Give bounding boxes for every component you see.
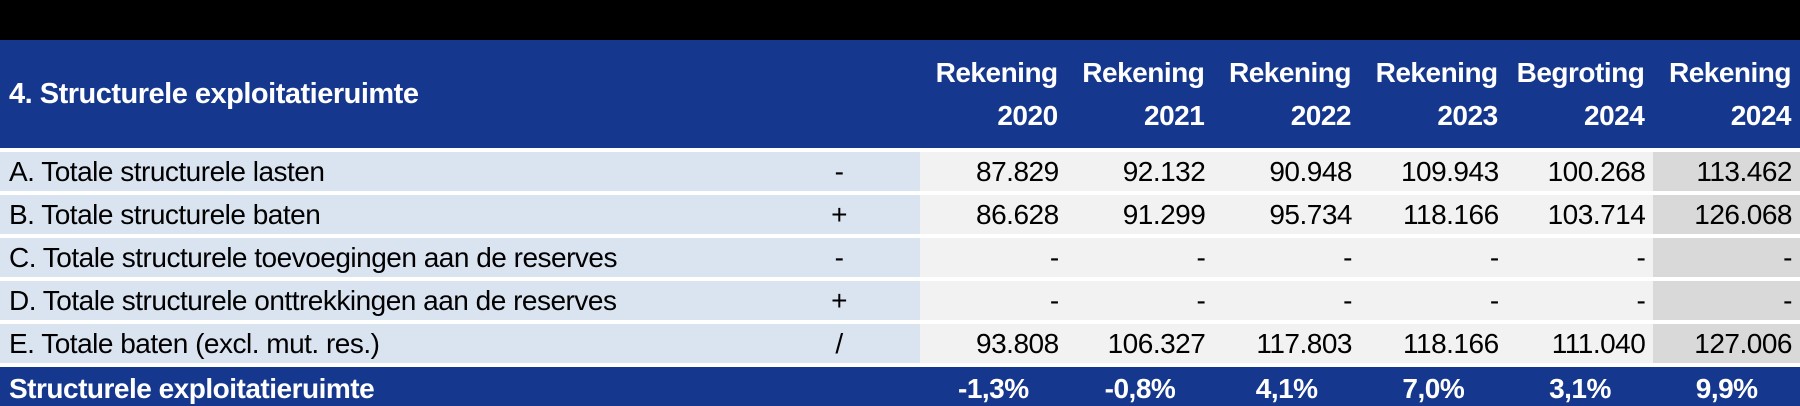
column-header-2021: Rekening 2021 <box>1067 40 1214 148</box>
cell-value: - <box>1653 238 1800 277</box>
header-year: 2023 <box>1437 99 1498 131</box>
footer-value: -1,3% <box>958 372 1029 404</box>
footer-value: 7,0% <box>1402 372 1465 404</box>
table-row-d: D. Totale structurele onttrekkingen aan … <box>0 281 1800 320</box>
cell-value: 113.462 <box>1653 152 1800 191</box>
cell-value: - <box>1506 238 1654 277</box>
cell-value: 90.948 <box>1213 152 1360 191</box>
row-operator: / <box>758 324 920 363</box>
cell-value: 103.714 <box>1506 195 1654 234</box>
column-header-2020: Rekening 2020 <box>920 40 1067 148</box>
cell-value: 91.299 <box>1066 195 1214 234</box>
cell-value: 92.132 <box>1066 152 1214 191</box>
table-header: 4. Structurele exploitatieruimte Rekenin… <box>0 40 1800 148</box>
top-black-bar <box>0 0 1800 40</box>
cell-value: - <box>1506 281 1654 320</box>
cell-value: - <box>1653 281 1800 320</box>
cell-value: 100.268 <box>1506 152 1654 191</box>
header-year: 2020 <box>997 99 1058 131</box>
header-year: 2021 <box>1144 99 1205 131</box>
cell-value: 117.803 <box>1213 324 1360 363</box>
table-row-e: E. Totale baten (excl. mut. res.) / 93.8… <box>0 324 1800 363</box>
header-period-label: Begroting <box>1516 56 1645 88</box>
cell-value: 118.166 <box>1360 324 1507 363</box>
header-period-label: Rekening <box>1375 56 1499 88</box>
row-operator: + <box>758 281 920 320</box>
cell-value: 87.829 <box>920 152 1067 191</box>
header-period-label: Rekening <box>1082 56 1205 88</box>
header-year: 2024 <box>1584 99 1645 131</box>
cell-value: - <box>920 238 1067 277</box>
cell-value: - <box>1066 281 1214 320</box>
header-year: 2022 <box>1290 99 1352 131</box>
cell-value: 127.006 <box>1653 324 1800 363</box>
column-header-2023: Rekening 2023 <box>1360 40 1507 148</box>
row-operator: + <box>758 195 920 234</box>
row-operator: - <box>758 152 920 191</box>
table-row-c: C. Totale structurele toevoegingen aan d… <box>0 238 1800 277</box>
cell-value: - <box>1066 238 1214 277</box>
row-label: A. Totale structurele lasten <box>0 152 758 191</box>
row-label: D. Totale structurele onttrekkingen aan … <box>0 281 758 320</box>
row-operator: - <box>758 238 920 277</box>
cell-value: 93.808 <box>920 324 1067 363</box>
column-header-rekening-2024: Rekening 2024 <box>1653 40 1800 148</box>
cell-value: 106.327 <box>1066 324 1214 363</box>
row-label: C. Totale structurele toevoegingen aan d… <box>0 238 758 277</box>
header-period-label: Rekening <box>1228 56 1352 88</box>
table-footer-row: Structurele exploitatieruimte -1,3% -0,8… <box>0 367 1800 406</box>
cell-value: 118.166 <box>1360 195 1507 234</box>
cell-value: 126.068 <box>1653 195 1800 234</box>
header-period-label: Rekening <box>935 56 1059 88</box>
cell-value: 109.943 <box>1360 152 1507 191</box>
footer-label: Structurele exploitatieruimte <box>9 372 375 404</box>
footer-value: 4,1% <box>1255 372 1318 404</box>
cell-value: - <box>1213 238 1360 277</box>
page-title: 4. Structurele exploitatieruimte <box>9 77 419 110</box>
row-label: B. Totale structurele baten <box>0 195 758 234</box>
row-label: E. Totale baten (excl. mut. res.) <box>0 324 758 363</box>
cell-value: 86.628 <box>920 195 1067 234</box>
cell-value: - <box>1360 238 1507 277</box>
column-header-2022: Rekening 2022 <box>1213 40 1360 148</box>
table-row-a: A. Totale structurele lasten - 87.829 92… <box>0 152 1800 191</box>
header-period-label: Rekening <box>1668 56 1792 88</box>
cell-value: 111.040 <box>1506 324 1654 363</box>
cell-value: 95.734 <box>1213 195 1360 234</box>
cell-value: - <box>1360 281 1507 320</box>
column-header-begroting-2024: Begroting 2024 <box>1507 40 1654 148</box>
cell-value: - <box>1213 281 1360 320</box>
footer-value: -0,8% <box>1104 372 1176 404</box>
cell-value: - <box>920 281 1067 320</box>
header-year: 2024 <box>1730 99 1792 131</box>
footer-value: 9,9% <box>1695 372 1758 404</box>
table-row-b: B. Totale structurele baten + 86.628 91.… <box>0 195 1800 234</box>
footer-value: 3,1% <box>1549 372 1611 404</box>
